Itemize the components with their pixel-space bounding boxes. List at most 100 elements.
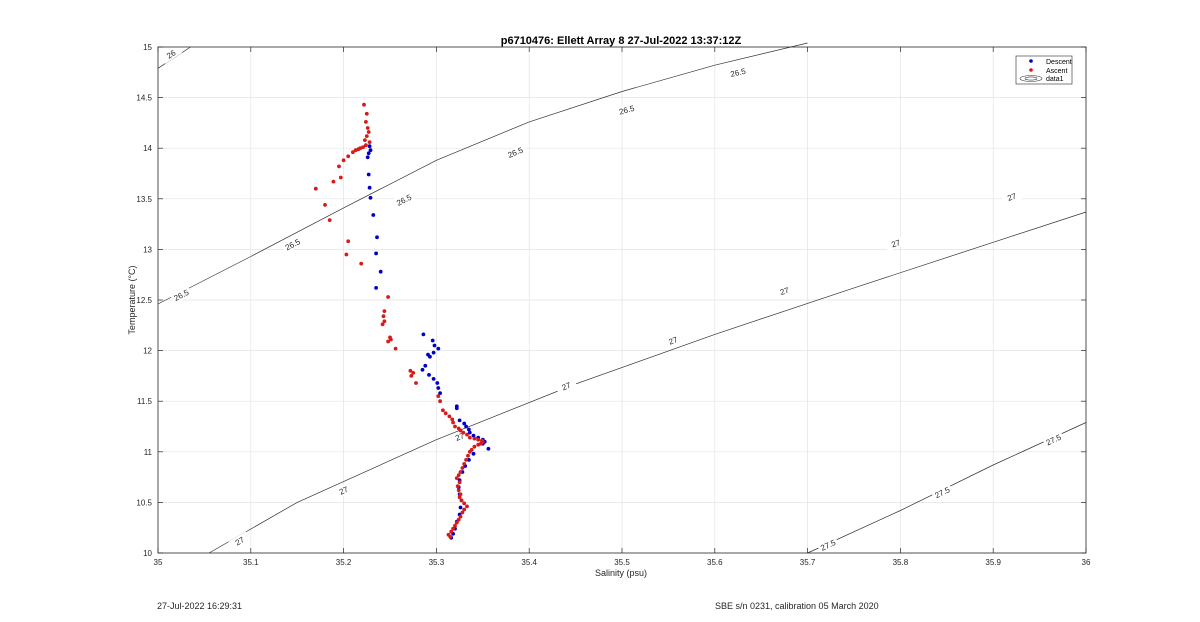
tick-labels: 35 35.1 35.2 35.3 35.4 35.5 35.6 35.7 35.8 35.9 36… <box>136 43 1091 567</box>
descent-point <box>454 406 459 411</box>
ascent-point <box>460 510 465 515</box>
x-tick-label: 35.7 <box>800 558 816 567</box>
footer-calibration: SBE s/n 0231, calibration 05 March 2020 <box>715 601 879 611</box>
ascent-point <box>331 179 336 184</box>
contour-label: 27 <box>667 335 679 347</box>
descent-point <box>368 148 373 153</box>
chart-title: p6710476: Ellett Array 8 27-Jul-2022 13:… <box>501 35 742 47</box>
ascent-point <box>443 411 448 416</box>
ascent-point <box>476 442 481 447</box>
descent-point <box>458 505 463 510</box>
contour-label: 27 <box>779 286 791 298</box>
y-tick-label: 12.5 <box>136 296 152 305</box>
ascent-point <box>337 164 341 169</box>
descent-point <box>427 373 431 377</box>
descent-point <box>432 343 437 348</box>
contour-label: 27 <box>338 485 350 497</box>
ascent-point <box>459 498 464 503</box>
ascent-point <box>447 414 452 419</box>
ascent-point <box>457 495 462 500</box>
ascent-point <box>458 428 463 433</box>
descent-point <box>375 235 379 240</box>
legend-data1-label: data1 <box>1046 76 1064 83</box>
ascent-point <box>466 453 470 458</box>
descent-point <box>471 451 476 456</box>
ascent-point <box>465 504 469 509</box>
descent-point <box>420 367 425 372</box>
ascent-point <box>448 534 453 539</box>
ascent-point <box>381 314 386 319</box>
contour-label-background <box>332 481 355 499</box>
descent-point <box>378 269 383 274</box>
descent-point <box>431 377 436 381</box>
contour-label-background <box>159 44 183 64</box>
contour-label: 27 <box>1006 191 1018 202</box>
contour-line-26-5 <box>157 42 808 305</box>
x-tick-label: 35 <box>154 558 163 567</box>
contour-label: 26.5 <box>729 66 747 79</box>
ascent-point <box>414 381 418 385</box>
ascent-point <box>467 435 472 440</box>
y-tick-label: 13.5 <box>136 195 152 204</box>
x-tick-label: 35.5 <box>614 558 630 567</box>
contour-label-background <box>661 332 685 349</box>
ascent-point <box>327 218 332 223</box>
descent-point <box>367 144 372 149</box>
legend-descent-marker <box>1029 59 1033 63</box>
series-descent <box>365 144 491 540</box>
ascent-point <box>449 529 454 534</box>
legend-ascent-label: Ascent <box>1046 68 1067 75</box>
descent-point <box>366 151 371 156</box>
ascent-point <box>393 346 398 351</box>
ascent-point <box>313 186 318 191</box>
ascent-point <box>386 295 390 299</box>
ascent-point <box>465 432 469 437</box>
descent-point <box>467 458 471 462</box>
ascent-point <box>364 134 369 139</box>
contour-label-background <box>884 235 907 252</box>
contour-label-background <box>615 102 638 118</box>
ascent-point <box>346 239 351 244</box>
axes-frame <box>157 46 1087 554</box>
ascent-point <box>364 143 368 148</box>
x-tick-label: 36 <box>1082 558 1091 567</box>
ascent-point <box>462 507 467 512</box>
contour-label: 27 <box>890 238 902 249</box>
ascent-point <box>408 368 413 373</box>
ascent-point <box>353 148 358 153</box>
legend-ascent-marker <box>1029 68 1033 72</box>
ascent-point <box>411 371 416 375</box>
ascent-point <box>472 436 477 441</box>
y-axis-label: Temperature (°C) <box>127 265 137 334</box>
grid <box>158 47 1086 553</box>
x-tick-label: 35.2 <box>336 558 352 567</box>
y-tick-label: 11.5 <box>137 397 153 406</box>
ascent-point <box>382 309 387 313</box>
y-tick-label: 14 <box>143 144 152 153</box>
x-tick-label: 35.8 <box>893 558 909 567</box>
ascent-point <box>436 394 441 398</box>
descent-point <box>462 421 467 426</box>
contour-label-background <box>504 143 527 161</box>
contour-label-background <box>170 285 193 304</box>
descent-point <box>368 195 373 200</box>
ascent-point <box>409 374 414 378</box>
descent-point <box>374 286 378 290</box>
ascent-point <box>454 476 459 480</box>
descent-point <box>431 350 436 355</box>
x-axis-label: Salinity (psu) <box>595 568 647 578</box>
ascent-point <box>476 437 481 442</box>
contour-label-background <box>281 235 304 254</box>
contour-label-background <box>930 483 954 502</box>
contour-label-background <box>816 536 840 554</box>
x-tick-label: 35.9 <box>985 558 1001 567</box>
ascent-point <box>386 339 390 344</box>
ascent-point <box>462 501 467 506</box>
descent-point <box>421 332 426 337</box>
descent-point <box>365 155 370 160</box>
axes <box>157 46 1087 554</box>
ascent-point <box>464 458 468 462</box>
ascent-point <box>453 424 457 429</box>
ascent-point <box>458 470 463 474</box>
